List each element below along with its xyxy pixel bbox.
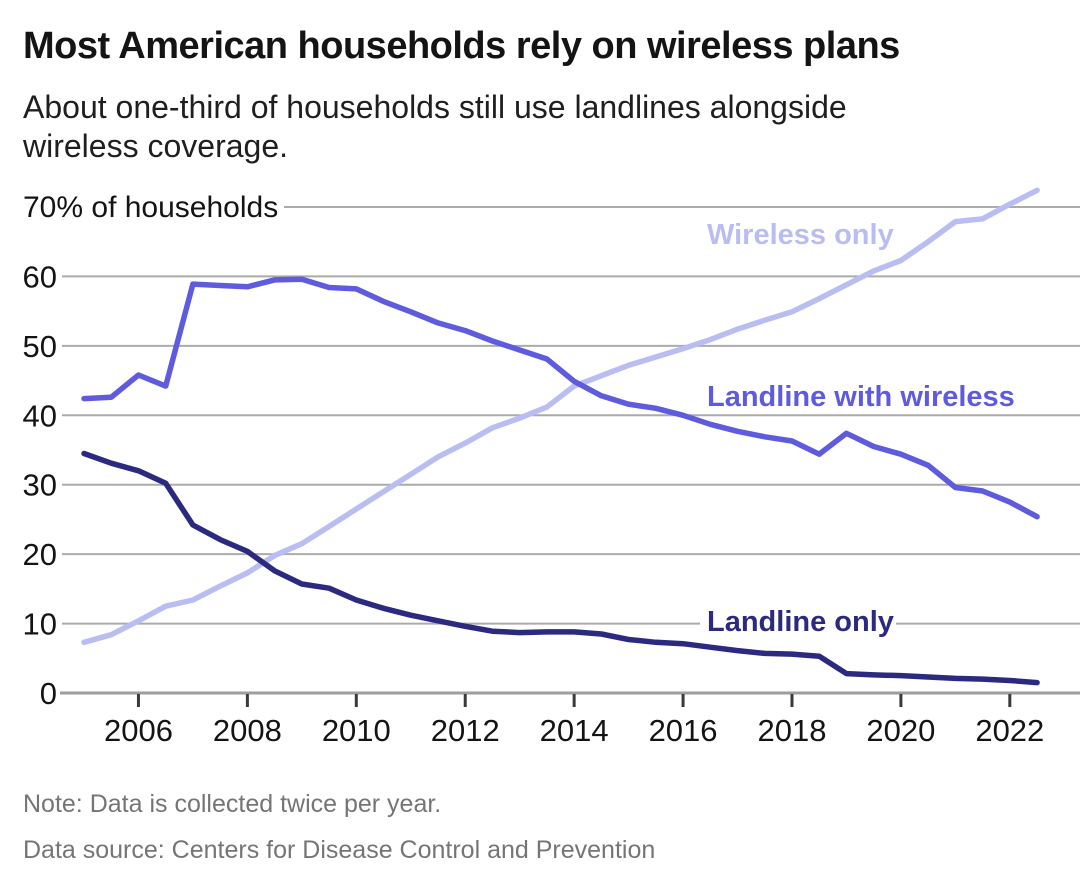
chart-subtitle: About one-third of households still use … xyxy=(23,89,847,164)
label-backing-landline-only xyxy=(700,604,896,636)
chart-note: Note: Data is collected twice per year. xyxy=(23,790,442,818)
x-tick-label-2006: 2006 xyxy=(104,713,173,748)
y-tick-label-0: 0 xyxy=(40,676,57,711)
y-tick-label-60: 60 xyxy=(23,259,57,294)
x-tick-label-2014: 2014 xyxy=(540,713,609,748)
x-tick-label-2018: 2018 xyxy=(757,713,826,748)
series-line-wireless-only xyxy=(81,187,1040,646)
chart-source: Data source: Centers for Disease Control… xyxy=(23,836,656,864)
series-label-wireless-only: Wireless only xyxy=(707,219,894,251)
chart-title: Most American households rely on wireles… xyxy=(23,25,900,67)
x-tick-label-2008: 2008 xyxy=(213,713,282,748)
series-line-landline-only xyxy=(81,450,1040,686)
y-tick-label-20: 20 xyxy=(23,537,57,572)
x-tick-label-2020: 2020 xyxy=(866,713,935,748)
x-tick-label-2016: 2016 xyxy=(649,713,718,748)
y-axis-caption: 70% of households xyxy=(23,191,278,224)
x-tick-label-2022: 2022 xyxy=(975,713,1044,748)
series-label-landline-with-wireless: Landline with wireless xyxy=(707,381,1015,413)
series-line-landline-with-wireless xyxy=(81,276,1040,520)
y-tick-label-10: 10 xyxy=(23,607,57,642)
x-tick-label-2012: 2012 xyxy=(431,713,500,748)
series-label-landline-only: Landline only xyxy=(707,606,894,638)
y-tick-label-30: 30 xyxy=(23,468,57,503)
y-tick-label-50: 50 xyxy=(23,329,57,364)
x-tick-label-2010: 2010 xyxy=(322,713,391,748)
y-tick-label-40: 40 xyxy=(23,398,57,433)
